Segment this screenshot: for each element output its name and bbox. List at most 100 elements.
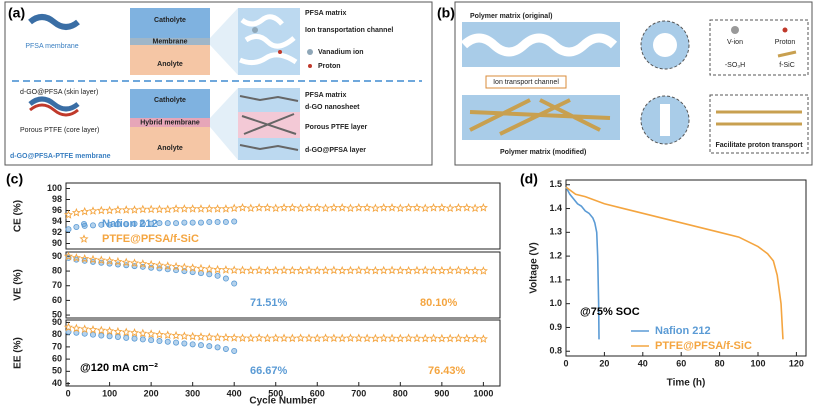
label: Proton xyxy=(775,39,796,46)
y-tick-label: 98 xyxy=(52,194,62,204)
data-point xyxy=(131,220,138,227)
label: V-ion xyxy=(727,39,743,46)
data-point xyxy=(453,333,464,343)
data-point xyxy=(65,226,72,233)
data-point xyxy=(204,332,214,341)
data-point xyxy=(437,265,447,275)
y-tick-label: 60 xyxy=(52,353,62,363)
label: Anolyte xyxy=(157,61,183,68)
data-point xyxy=(179,204,189,213)
data-point xyxy=(387,265,397,275)
data-point xyxy=(163,330,173,340)
data-point xyxy=(71,207,81,217)
data-point xyxy=(63,322,74,332)
label: Anolyte xyxy=(157,145,183,152)
data-point xyxy=(287,202,297,212)
label: Ion transport channel xyxy=(493,79,559,86)
pfsa-ribbon xyxy=(28,14,80,30)
membrane xyxy=(130,38,210,45)
data-point xyxy=(221,332,231,342)
data-point xyxy=(362,333,372,343)
y-tick-label: 1.2 xyxy=(549,250,562,260)
data-point xyxy=(106,333,113,340)
y-tick-label: 50 xyxy=(52,366,62,376)
label: -SO₃H xyxy=(725,62,745,69)
data-point xyxy=(154,260,164,270)
data-point xyxy=(404,333,414,343)
annotation: @120 mA cm⁻² xyxy=(80,362,158,374)
data-point xyxy=(173,220,180,227)
label: Proton xyxy=(318,63,341,70)
label: d-GO nanosheet xyxy=(305,104,360,111)
data-point xyxy=(189,341,196,348)
legend-proton xyxy=(308,64,312,68)
data-point xyxy=(113,205,123,214)
x-tick-label: 600 xyxy=(310,388,325,398)
y-tick-label: 1.0 xyxy=(549,298,562,308)
data-point xyxy=(271,203,281,213)
data-point xyxy=(105,205,115,215)
data-point xyxy=(362,202,372,212)
data-point xyxy=(478,334,488,343)
data-point xyxy=(96,205,106,215)
data-point xyxy=(429,333,439,343)
x-tick-label: 1000 xyxy=(473,388,493,398)
data-point xyxy=(171,261,181,271)
data-point xyxy=(321,333,331,342)
y-tick-label: 1.4 xyxy=(549,203,562,213)
data-point xyxy=(98,221,105,228)
label: Vanadium ion xyxy=(318,49,364,56)
x-axis-label: Cycle Number xyxy=(249,396,316,406)
data-point xyxy=(453,202,464,212)
data-point xyxy=(213,332,223,342)
data-point xyxy=(73,223,80,230)
label: d-GO@PFSA-PTFE membrane xyxy=(10,153,111,160)
data-point xyxy=(206,219,213,226)
data-point xyxy=(345,333,356,342)
data-point xyxy=(445,333,455,343)
data-point xyxy=(146,259,156,269)
data-point xyxy=(204,264,214,274)
data-point xyxy=(188,263,198,272)
data-point xyxy=(146,329,156,338)
data-point xyxy=(197,342,204,349)
data-point xyxy=(445,203,455,213)
hybrid-ribbon xyxy=(28,96,80,112)
data-point xyxy=(139,263,146,270)
data-point xyxy=(197,219,204,226)
data-point xyxy=(395,265,405,275)
data-point xyxy=(139,336,146,343)
x-tick-label: 300 xyxy=(185,388,200,398)
data-point xyxy=(80,206,90,216)
data-point xyxy=(387,202,397,212)
data-point xyxy=(179,331,189,341)
data-point xyxy=(113,256,123,266)
y-axis-label: EE (%) xyxy=(13,337,24,369)
x-tick-label: 0 xyxy=(563,358,568,368)
data-point xyxy=(287,333,297,343)
data-point xyxy=(138,328,148,338)
data-point xyxy=(105,326,115,335)
data-point xyxy=(129,328,140,337)
data-point xyxy=(387,333,397,343)
data-point xyxy=(254,202,264,212)
data-point xyxy=(279,265,289,275)
data-point xyxy=(163,261,173,270)
label: Porous PTFE layer xyxy=(305,124,368,131)
channel xyxy=(460,33,618,57)
channels xyxy=(239,14,298,66)
data-point xyxy=(231,280,238,287)
data-point xyxy=(478,266,488,275)
y-axis-label: CE (%) xyxy=(13,200,24,232)
pore xyxy=(653,33,677,57)
x-tick-label: 200 xyxy=(144,388,159,398)
data-point xyxy=(181,340,188,347)
data-point xyxy=(362,265,372,275)
anolyte xyxy=(130,45,210,75)
data-point xyxy=(429,265,439,275)
data-point xyxy=(296,265,306,275)
data-point xyxy=(370,333,380,343)
data-point xyxy=(453,265,464,275)
data-point xyxy=(231,347,238,354)
data-point xyxy=(229,333,239,342)
